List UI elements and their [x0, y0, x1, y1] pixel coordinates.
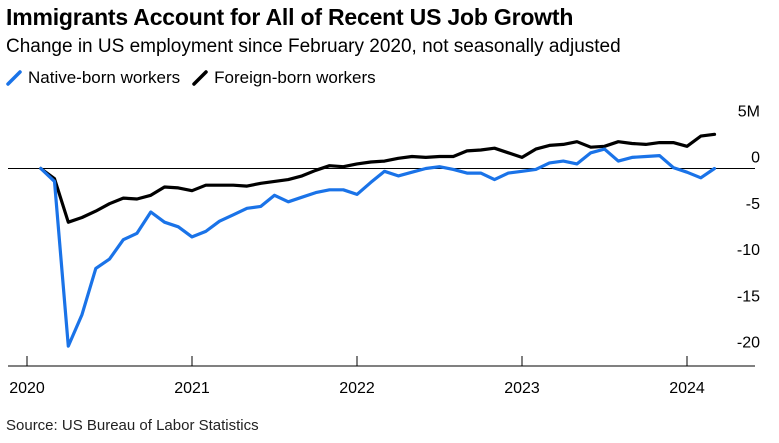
x-tick-label: 2022 [339, 380, 375, 397]
y-tick-label: -20 [737, 335, 760, 352]
legend-swatch-foreign [192, 70, 208, 86]
chart-series [39, 132, 717, 348]
chart-title: Immigrants Account for All of Recent US … [6, 4, 574, 30]
chart-subtitle: Change in US employment since February 2… [6, 36, 621, 57]
legend-item-foreign: Foreign-born workers [192, 68, 376, 88]
chart-axes: 5M 0 -5 -10 -15 -20 2020 2021 2022 2023 2024 [8, 103, 760, 397]
legend-item-native: Native-born workers [6, 68, 180, 88]
y-tick-label: -5 [746, 196, 760, 213]
y-tick-label: -10 [737, 242, 760, 259]
x-tick-label: 2024 [669, 380, 705, 397]
series-line-native-born [39, 147, 717, 348]
legend-label-foreign: Foreign-born workers [214, 68, 376, 87]
y-tick-label: -15 [737, 288, 760, 305]
y-tick-label: 5M [738, 103, 760, 120]
x-tick-label: 2021 [174, 380, 210, 397]
source-note: Source: US Bureau of Labor Statistics [6, 417, 259, 434]
legend-swatch-native [6, 70, 22, 86]
x-tick-label: 2020 [9, 380, 45, 397]
legend: Native-born workers Foreign-born workers [6, 68, 376, 88]
y-tick-label: 0 [751, 150, 760, 167]
x-tick-label: 2023 [504, 380, 540, 397]
series-line-foreign-born [39, 132, 717, 224]
legend-label-native: Native-born workers [28, 68, 181, 87]
